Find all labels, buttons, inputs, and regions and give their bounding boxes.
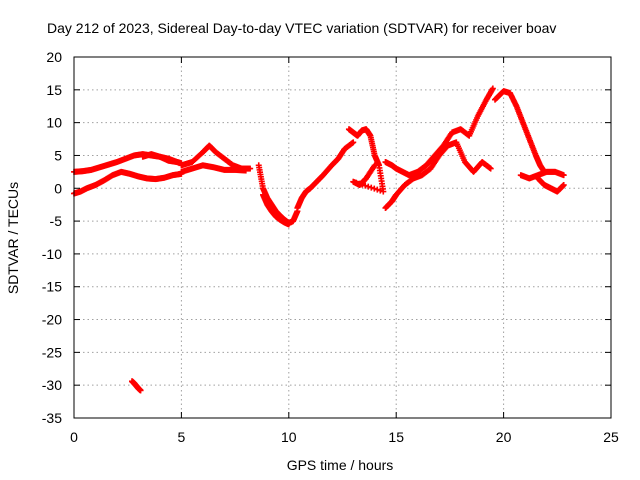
y-tick-label: 5 xyxy=(54,147,62,163)
axis-ticks: 0 5 10 15 20 25 20 15 10 5 0 -5 -10 -15 -20 -25 -30 -35 xyxy=(42,49,619,445)
y-tick-label: -15 xyxy=(42,279,62,295)
y-tick-label: -10 xyxy=(42,246,62,262)
data-point xyxy=(371,162,378,169)
data-point xyxy=(380,188,387,195)
data-point xyxy=(368,184,375,191)
data-points xyxy=(71,85,567,394)
data-point xyxy=(365,183,372,190)
plot-frame xyxy=(73,56,612,419)
data-point xyxy=(487,165,494,172)
data-point xyxy=(371,185,378,192)
y-tick-label: 20 xyxy=(46,49,62,65)
y-tick-label: 15 xyxy=(46,82,62,98)
data-point xyxy=(560,172,567,179)
data-point xyxy=(285,221,292,228)
chart-title: Day 212 of 2023, Sidereal Day-to-day VTE… xyxy=(47,20,556,36)
x-tick-label: 10 xyxy=(281,429,297,445)
y-tick-label: 10 xyxy=(46,115,62,131)
y-tick-label: -30 xyxy=(42,377,62,393)
x-tick-label: 0 xyxy=(70,429,78,445)
data-point xyxy=(350,139,357,146)
data-point xyxy=(137,387,144,394)
data-point xyxy=(362,182,369,189)
x-tick-label: 25 xyxy=(603,429,619,445)
x-tick-label: 20 xyxy=(496,429,512,445)
data-point xyxy=(377,187,384,194)
data-point xyxy=(242,167,249,174)
y-tick-label: -20 xyxy=(42,312,62,328)
data-point xyxy=(560,181,567,188)
data-point xyxy=(247,165,254,172)
data-point xyxy=(489,85,496,92)
y-tick-label: -25 xyxy=(42,344,62,360)
y-tick-label: -5 xyxy=(50,213,63,229)
data-point xyxy=(174,159,181,166)
x-tick-label: 5 xyxy=(178,429,186,445)
x-axis-label: GPS time / hours xyxy=(287,457,394,473)
y-tick-label: 0 xyxy=(54,180,62,196)
y-tick-label: -35 xyxy=(42,410,62,426)
grid-lines xyxy=(74,57,611,418)
y-axis-label: SDTVAR / TECUs xyxy=(5,182,21,294)
data-point xyxy=(374,186,381,193)
x-tick-label: 15 xyxy=(388,429,404,445)
